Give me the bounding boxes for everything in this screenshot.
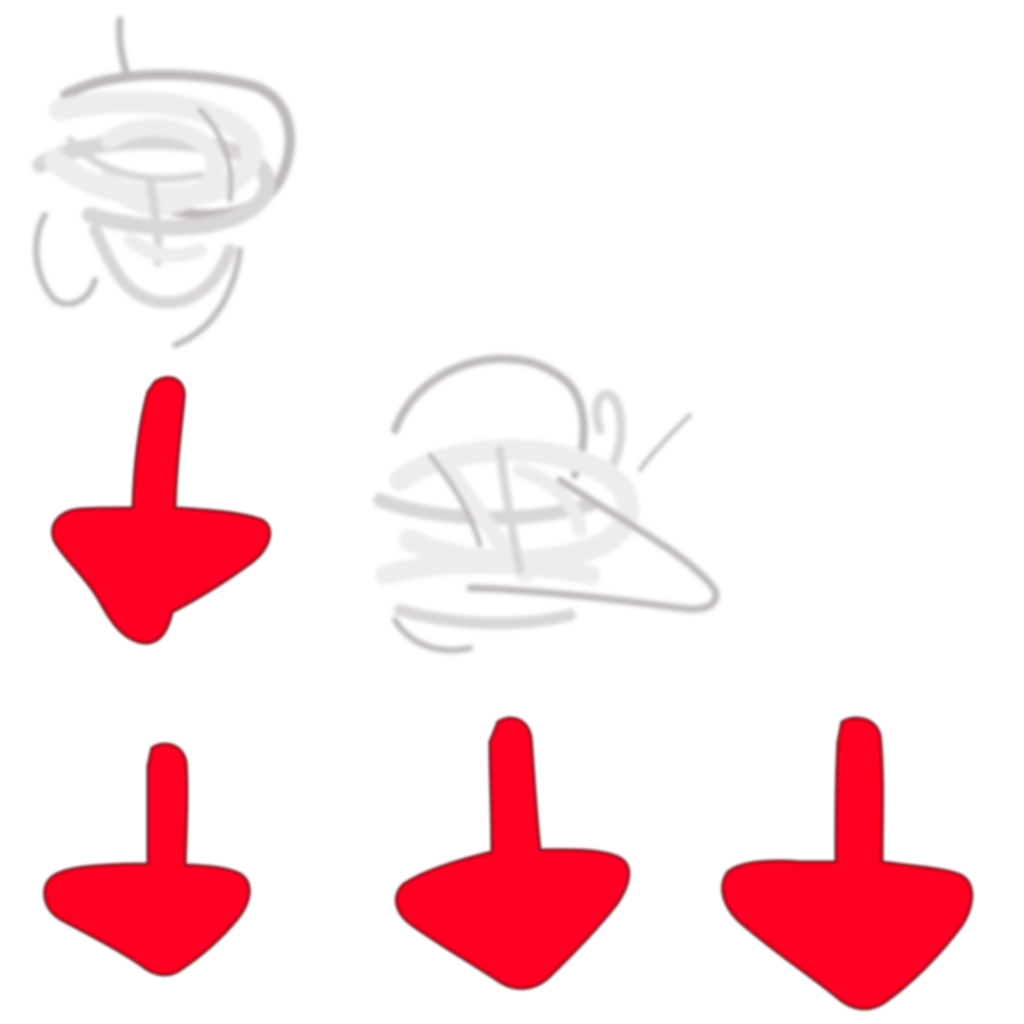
down-arrow-icon — [721, 716, 974, 1011]
gray-smudge-icon — [32, 16, 295, 348]
down-arrow-icon — [51, 376, 272, 645]
down-arrow-icon — [395, 716, 631, 990]
gray-smudge-icon — [373, 354, 720, 654]
down-arrow-icon — [43, 742, 251, 977]
